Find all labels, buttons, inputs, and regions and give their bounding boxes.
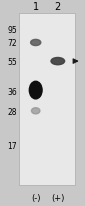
Ellipse shape [51, 58, 65, 66]
Text: 55: 55 [7, 57, 17, 66]
Text: 36: 36 [7, 87, 17, 96]
Ellipse shape [31, 108, 40, 114]
Text: 72: 72 [7, 39, 17, 48]
Text: 28: 28 [7, 108, 17, 117]
Ellipse shape [29, 82, 42, 99]
Bar [19, 14, 75, 185]
Text: 1: 1 [33, 2, 39, 12]
Text: (+): (+) [51, 193, 65, 202]
Text: (-): (-) [31, 193, 40, 202]
Text: 17: 17 [7, 142, 17, 151]
Text: 95: 95 [7, 25, 17, 34]
Ellipse shape [31, 40, 41, 46]
Text: 2: 2 [55, 2, 61, 12]
